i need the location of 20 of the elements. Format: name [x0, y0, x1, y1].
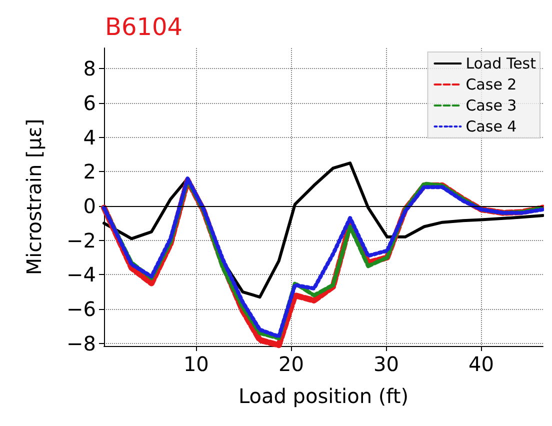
legend-label: Load Test	[466, 54, 536, 72]
y-tick-label: 2	[83, 160, 96, 184]
y-tick-label: 0	[83, 194, 96, 218]
y-tick-label: −4	[66, 262, 96, 287]
x-axis-title: Load position (ft)	[238, 384, 409, 408]
chart-title: B6104	[105, 13, 183, 41]
y-tick-label: 4	[83, 125, 96, 150]
y-tick-label: −2	[66, 228, 96, 252]
y-axis-title: Microstrain [με]	[22, 118, 46, 276]
legend-label: Case 2	[466, 76, 517, 94]
y-tick-label: 8	[83, 56, 96, 81]
y-tick-label: −6	[66, 297, 96, 322]
x-tick-label: 40	[468, 352, 494, 376]
y-tick-label: −8	[66, 331, 96, 356]
x-tick-label: 10	[183, 352, 209, 376]
x-tick-label: 30	[373, 352, 399, 376]
legend-label: Case 3	[466, 96, 517, 114]
legend-label: Case 4	[466, 118, 517, 136]
y-tick-label: 6	[83, 90, 96, 115]
x-tick-label: 20	[278, 352, 304, 376]
